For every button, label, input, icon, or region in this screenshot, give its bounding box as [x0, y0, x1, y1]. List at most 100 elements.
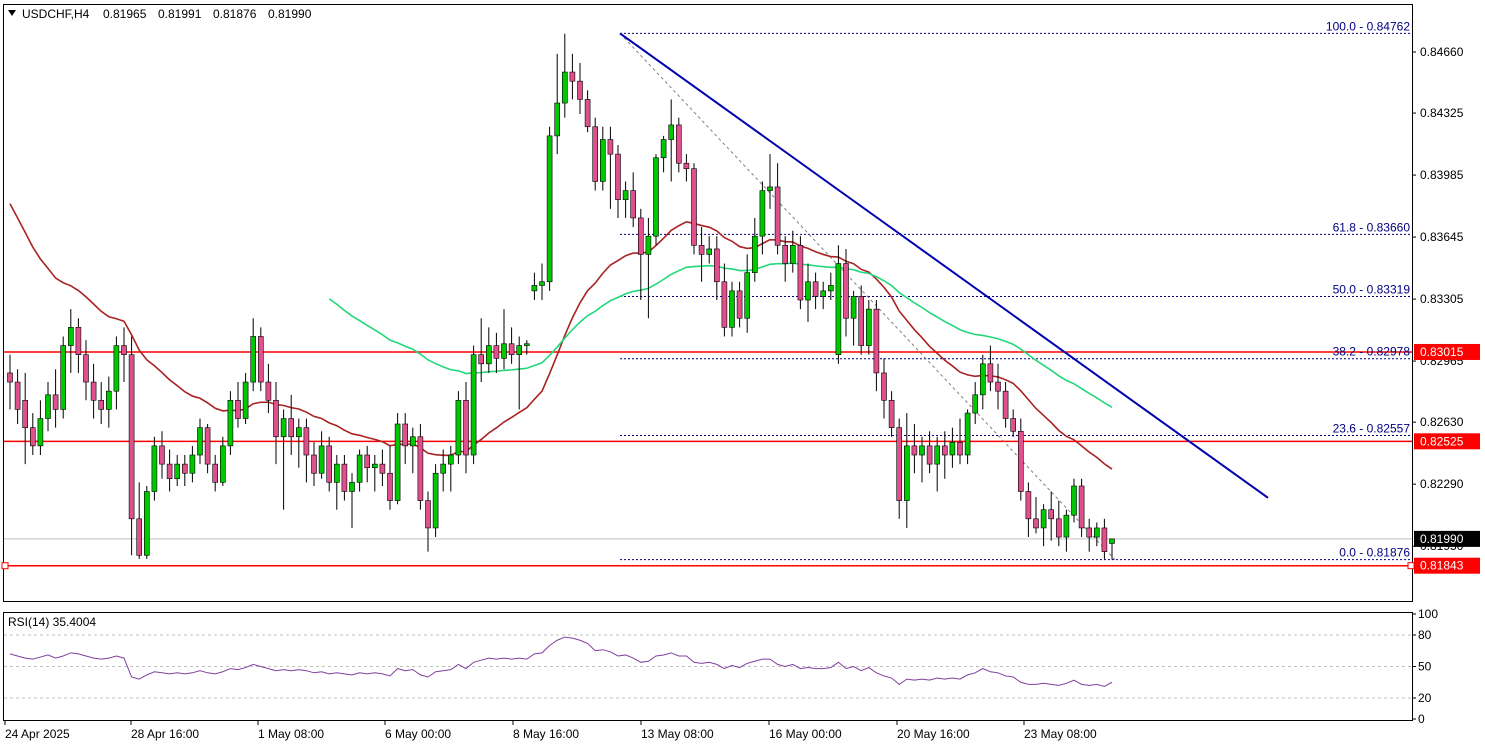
candle: [881, 358, 887, 419]
candle: [1094, 522, 1100, 547]
candle: [1109, 538, 1115, 560]
collapse-triangle-icon[interactable]: [8, 10, 16, 16]
candle-body: [729, 290, 735, 328]
candle: [257, 327, 264, 392]
candle: [1071, 478, 1077, 523]
candle-body: [645, 235, 652, 255]
candle-body: [136, 518, 142, 556]
candle: [288, 394, 295, 455]
candle: [736, 281, 743, 328]
level-price-tag: [1414, 433, 1480, 450]
rsi-tick-label: 20: [1418, 691, 1432, 705]
time-tick-label: 24 Apr 2025: [5, 727, 70, 741]
candle: [668, 99, 675, 182]
candle: [508, 327, 515, 364]
candle: [1048, 491, 1054, 541]
candle-body: [447, 454, 454, 465]
candle-body: [508, 343, 515, 356]
candle: [584, 90, 591, 133]
rsi-axis: 100 80 50 20 0: [1412, 607, 1438, 726]
candle: [691, 163, 697, 255]
candle: [546, 126, 553, 291]
candle: [90, 363, 97, 419]
level-handle[interactable]: [1, 562, 9, 570]
candle: [934, 436, 941, 492]
candle: [797, 236, 804, 310]
candle: [896, 418, 903, 519]
candle: [113, 336, 120, 410]
candle: [166, 449, 173, 492]
candle: [653, 154, 659, 246]
candle: [721, 263, 728, 337]
candle: [622, 181, 629, 218]
candle: [227, 391, 234, 455]
candle-body: [349, 482, 355, 492]
candle-body: [987, 363, 994, 383]
candle: [820, 281, 827, 310]
candle-body: [364, 454, 371, 469]
candle: [964, 409, 971, 465]
ma-fast-line: [328, 262, 1113, 409]
level-price-tag-label: 0.82525: [1420, 434, 1464, 448]
candle-body: [1056, 518, 1062, 538]
candle: [683, 154, 690, 182]
candle-body: [637, 217, 644, 255]
candle-body: [409, 436, 416, 447]
level-price-tag-label: 0.81843: [1420, 559, 1464, 573]
candle-body: [592, 126, 599, 182]
candle-body: [402, 423, 409, 447]
candle-body: [995, 381, 1001, 392]
candle: [607, 126, 614, 209]
fibonacci-retracement[interactable]: 100.0 - 0.84762 61.8 - 0.83660 50.0 - 0.83…: [619, 19, 1412, 561]
main-chart-frame: [3, 4, 1413, 602]
candle-body: [896, 427, 903, 501]
trendline[interactable]: [619, 32, 1269, 499]
candle: [273, 382, 279, 465]
candle: [1056, 500, 1062, 547]
level-handle[interactable]: [1407, 562, 1415, 570]
candle-body: [128, 354, 135, 520]
candle: [364, 445, 371, 483]
candle: [493, 332, 500, 373]
candle: [729, 281, 735, 337]
candle-body: [341, 463, 348, 492]
candle: [523, 340, 530, 355]
time-tick-label: 6 May 00:00: [385, 727, 451, 741]
candle-body: [736, 290, 743, 319]
candle-body: [599, 139, 606, 182]
candle: [751, 217, 758, 282]
bearish-trendline[interactable]: [619, 32, 1269, 499]
candle: [447, 445, 454, 492]
fib-level-label: 100.0 - 0.84762: [1326, 19, 1410, 33]
candle-body: [455, 399, 462, 456]
rsi-tick-label: 80: [1418, 628, 1432, 642]
candle: [303, 418, 310, 483]
time-tick-label: 20 May 16:00: [897, 727, 970, 741]
candle: [698, 227, 705, 282]
candle-body: [1086, 527, 1092, 538]
candle-body: [1025, 491, 1032, 520]
level-price-tag: [1414, 557, 1480, 574]
price-tick-label: 0.83305: [1420, 292, 1464, 306]
candle-body: [7, 372, 13, 383]
chart-header: USDCHF,H4 0.81965 0.81991 0.81876 0.8199…: [8, 7, 312, 21]
candle: [926, 431, 933, 474]
candle-body: [273, 399, 279, 438]
candle-body: [37, 418, 44, 447]
candle-body: [1048, 509, 1054, 520]
candle-body: [873, 308, 880, 374]
candle: [675, 117, 682, 173]
candle: [440, 449, 447, 492]
ohlc-open: 0.81965: [103, 7, 147, 21]
candle-body: [865, 308, 872, 346]
candle-body: [713, 248, 720, 283]
candle: [561, 33, 568, 118]
candle-body: [250, 336, 256, 383]
candle-body: [1063, 514, 1070, 538]
candle-body: [1017, 430, 1024, 492]
candle-body: [212, 463, 218, 483]
candle-body: [371, 463, 378, 469]
candle: [235, 382, 241, 428]
candle-body: [174, 463, 180, 480]
